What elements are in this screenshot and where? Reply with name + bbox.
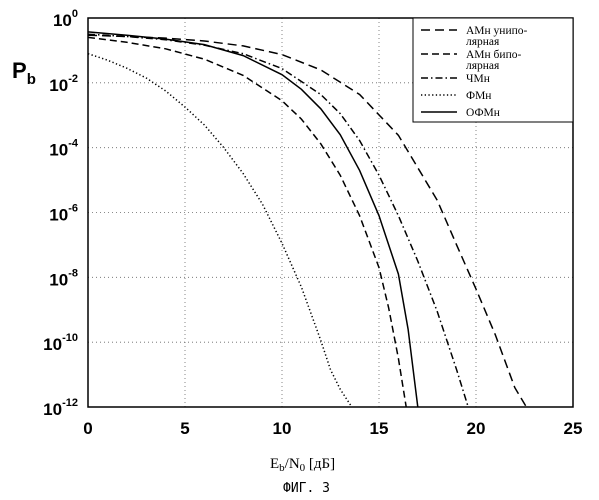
x-tick-label: 0 xyxy=(83,419,92,438)
legend-label: ФМн xyxy=(466,90,491,102)
y-axis-label: Pb xyxy=(12,58,36,88)
x-tick-label: 25 xyxy=(564,419,583,438)
y-tick-label: 10-8 xyxy=(49,267,78,289)
legend-label: ЧМн xyxy=(466,73,490,85)
y-tick-label: 100 xyxy=(53,8,78,30)
x-tick-label: 15 xyxy=(370,419,389,438)
legend: АМн унипо-лярнаяАМн бипо-лярнаяЧМнФМнОФМ… xyxy=(413,18,573,122)
legend-label: лярная xyxy=(466,36,500,48)
y-tick-label: 10-12 xyxy=(43,397,78,419)
x-tick-label: 5 xyxy=(180,419,189,438)
y-tick-label: 10-6 xyxy=(49,203,78,225)
x-tick-label: 20 xyxy=(467,419,486,438)
figure-caption: ФИГ. 3 xyxy=(283,481,330,496)
y-tick-label: 10-10 xyxy=(43,332,78,354)
series-line-dot xyxy=(88,54,352,407)
legend-label: ОФМн xyxy=(466,107,500,119)
x-tick-labels: 0 5 10 15 20 25 xyxy=(83,419,582,438)
series-line-solid xyxy=(88,32,418,407)
y-tick-label: 10-2 xyxy=(49,73,78,95)
legend-label: лярная xyxy=(466,60,500,72)
y-tick-label: 10-4 xyxy=(49,138,79,160)
x-tick-label: 10 xyxy=(273,419,292,438)
x-axis-label: Eb/N0 [дБ] xyxy=(270,456,335,474)
series-line-dash xyxy=(88,37,406,407)
y-tick-labels: 100 10-2 10-4 10-6 10-8 10-10 10-12 xyxy=(43,8,79,419)
